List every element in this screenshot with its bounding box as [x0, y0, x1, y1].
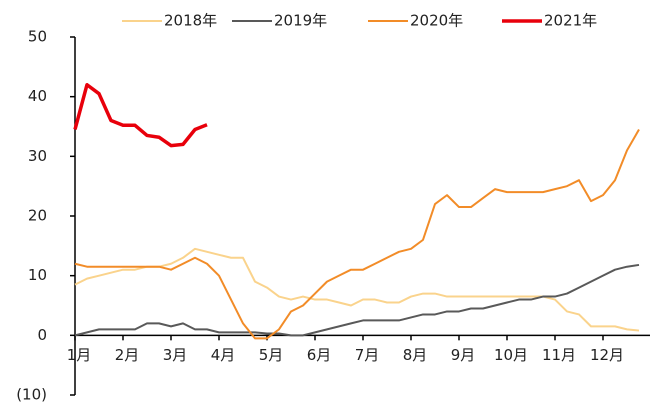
y-tick-label: 0	[37, 326, 47, 344]
y-tick-label: 50	[28, 28, 47, 46]
y-tick-label: 40	[28, 87, 47, 105]
series-line	[74, 263, 640, 337]
x-tick-label: 6月	[307, 346, 332, 364]
x-tick-label: 2月	[115, 346, 140, 364]
series-line	[74, 128, 640, 340]
y-tick-label: 20	[28, 207, 47, 225]
y-tick-label: 30	[28, 147, 47, 165]
x-tick-label: 1月	[67, 346, 92, 364]
legend-label: 2019年	[274, 12, 327, 30]
series-line	[73, 82, 208, 148]
x-tick-label: 5月	[259, 346, 284, 364]
x-tick-label: 4月	[211, 346, 236, 364]
x-tick-label: 7月	[355, 346, 380, 364]
x-tick-label: 8月	[403, 346, 428, 364]
x-tick-label: 10月	[494, 346, 528, 364]
x-tick-label: 11月	[542, 346, 576, 364]
series-line	[74, 247, 640, 332]
x-tick-label: 12月	[590, 346, 624, 364]
y-tick-label: (10)	[16, 386, 47, 402]
x-tick-label: 9月	[451, 346, 476, 364]
legend-label: 2020年	[410, 12, 463, 30]
legend-label: 2021年	[544, 12, 597, 30]
x-tick-label: 3月	[163, 346, 188, 364]
legend-label: 2018年	[164, 12, 217, 30]
y-tick-label: 10	[28, 266, 47, 284]
